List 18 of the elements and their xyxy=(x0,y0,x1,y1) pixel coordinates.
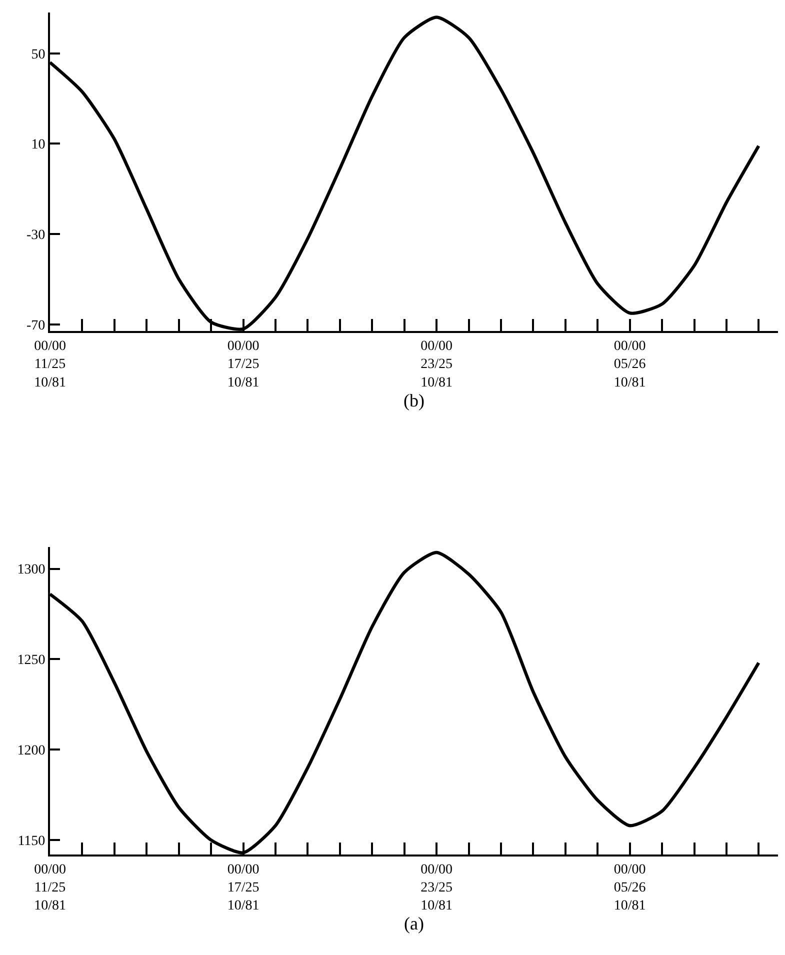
y-tick-label: 1250 xyxy=(17,653,46,668)
y-tick-label: 1150 xyxy=(18,834,46,849)
y-tick-label: 50 xyxy=(31,47,46,62)
y-tick-label: 1300 xyxy=(17,562,46,578)
x-tick-label: 00/00 23/25 10/81 xyxy=(420,338,452,390)
x-tick-label: 00/00 11/25 10/81 xyxy=(34,338,66,390)
x-axis-title: (a) xyxy=(404,914,424,934)
x-tick-label: 00/00 17/25 10/81 xyxy=(227,338,260,390)
y-tick-label: -70 xyxy=(26,318,46,334)
y-tick-label: 1200 xyxy=(17,744,46,759)
x-tick-label: 00/00 17/25 10/81 xyxy=(227,862,260,914)
x-tick-label: 00/00 05/26 10/81 xyxy=(614,338,646,390)
y-tick-label: 10 xyxy=(31,138,46,153)
x-tick-label: 00/00 23/25 10/81 xyxy=(420,862,452,914)
x-tick-label: 00/00 05/26 10/81 xyxy=(614,862,646,914)
x-tick-label: 00/00 11/25 10/81 xyxy=(34,862,66,914)
x-axis-title: (b) xyxy=(404,390,424,410)
y-tick-label: -30 xyxy=(26,228,46,243)
